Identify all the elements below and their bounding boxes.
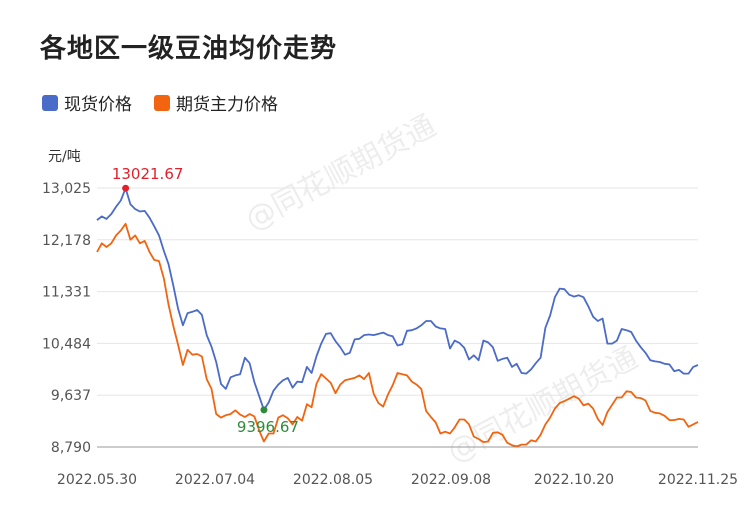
series-line-spot — [96, 187, 699, 411]
y-tick-label: 10,484 — [42, 336, 91, 352]
legend-swatch-spot — [42, 94, 58, 111]
y-axis-unit: 元/吨 — [48, 149, 81, 165]
chart-title: 各地区一级豆油均价走势 — [40, 34, 338, 64]
x-tick-label: 2022.05.30 — [57, 472, 137, 488]
legend-item-spot[interactable]: 现货价格 — [42, 90, 132, 115]
y-tick-label: 13,025 — [42, 181, 91, 197]
y-tick-label: 8,790 — [51, 440, 91, 456]
legend-label-spot: 现货价格 — [64, 95, 132, 115]
series-line-futures — [96, 222, 699, 448]
legend-swatch-futures — [154, 94, 170, 111]
y-tick-label: 12,178 — [42, 233, 91, 249]
min-point-marker — [260, 406, 268, 414]
x-tick-label: 2022.07.04 — [175, 472, 255, 488]
x-tick-label: 2022.10.20 — [534, 472, 614, 488]
x-tick-label: 2022.08.05 — [293, 472, 373, 488]
legend: 现货价格 期货主力价格 — [42, 90, 278, 115]
max-point-label: 13021.67 — [112, 165, 184, 183]
y-tick-label: 9,637 — [51, 388, 91, 404]
legend-item-futures[interactable]: 期货主力价格 — [154, 90, 278, 115]
max-point-marker — [122, 184, 130, 192]
legend-label-futures: 期货主力价格 — [176, 95, 278, 115]
x-tick-label: 2022.09.08 — [411, 472, 491, 488]
x-tick-label: 2022.11.25 — [658, 472, 738, 488]
y-tick-label: 11,331 — [42, 285, 91, 301]
min-point-label: 9396.67 — [237, 418, 299, 436]
